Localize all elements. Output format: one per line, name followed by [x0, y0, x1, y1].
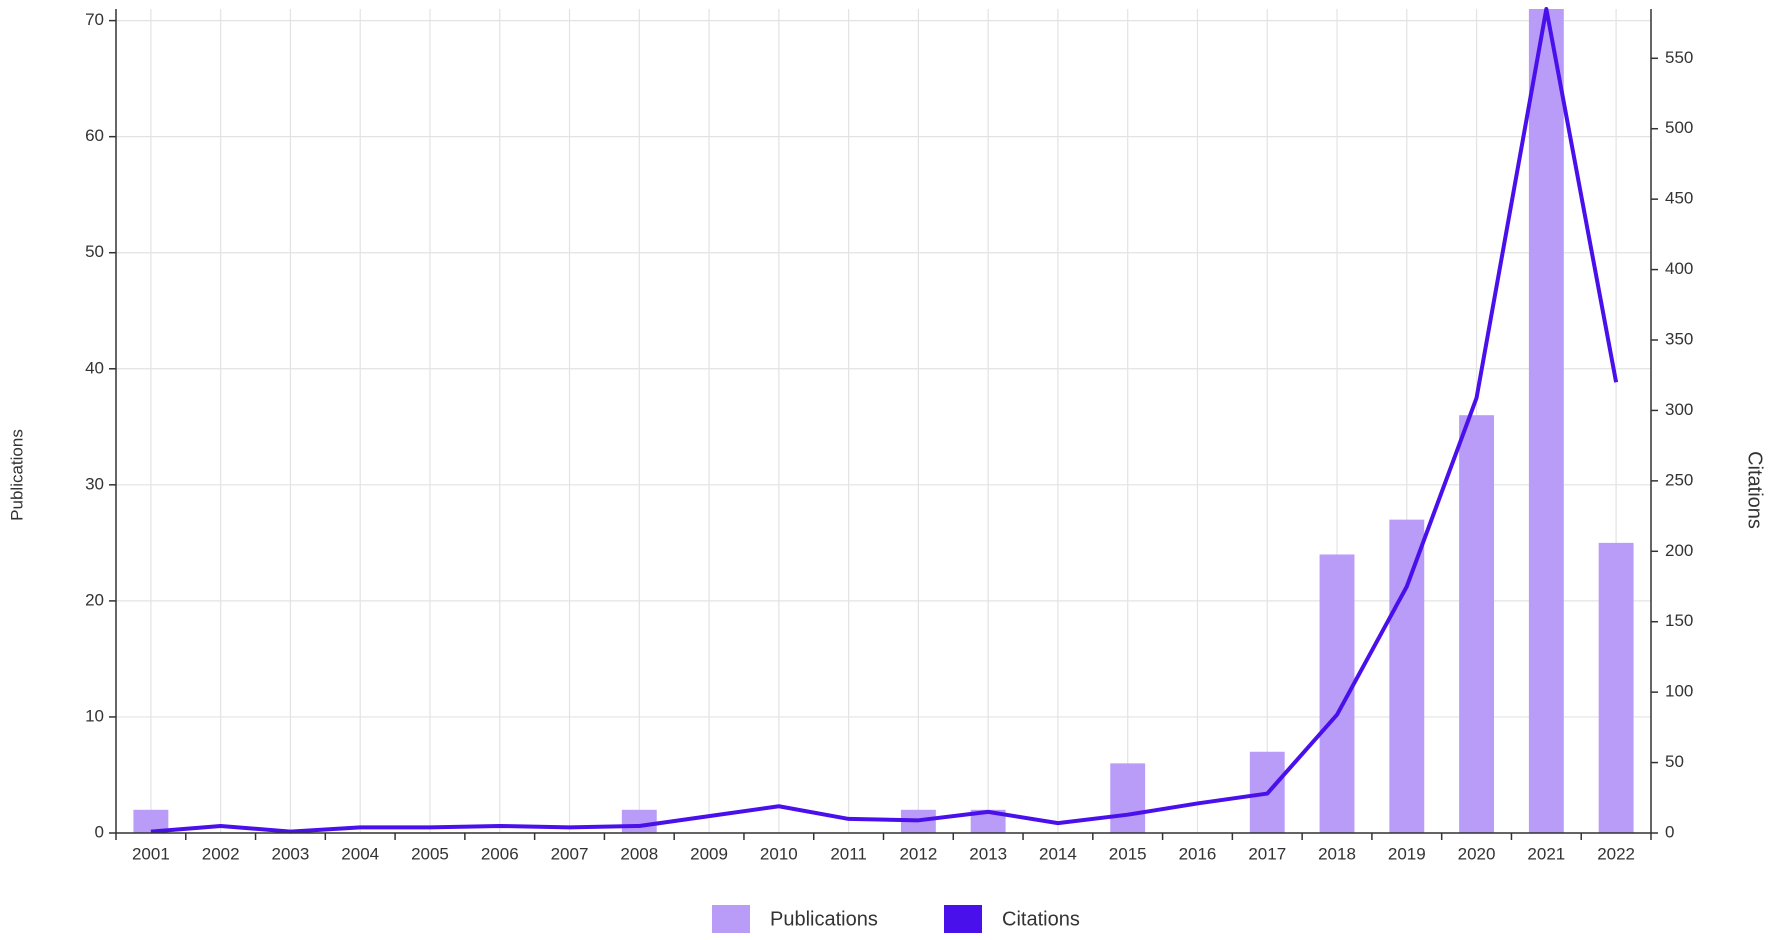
bar	[1528, 9, 1564, 833]
x-tick-label: 2014	[1039, 844, 1077, 863]
y-tick-label: 30	[85, 474, 104, 493]
x-tick-label: 2005	[411, 844, 449, 863]
x-tick-label: 2007	[551, 844, 589, 863]
y2-tick-label: 0	[1665, 822, 1674, 841]
y-tick-label: 50	[85, 242, 104, 261]
y-tick-label: 70	[85, 10, 104, 29]
x-tick-label: 2019	[1388, 844, 1426, 863]
legend-label: Publications	[770, 908, 878, 930]
y-tick-label: 20	[85, 590, 104, 609]
y2-tick-label: 500	[1665, 118, 1693, 137]
x-tick-label: 2008	[620, 844, 658, 863]
x-tick-label: 2021	[1527, 844, 1565, 863]
y2-tick-label: 50	[1665, 752, 1684, 771]
y2-tick-label: 200	[1665, 541, 1693, 560]
x-tick-label: 2020	[1458, 844, 1496, 863]
x-tick-label: 2006	[481, 844, 519, 863]
x-tick-label: 2009	[690, 844, 728, 863]
legend-swatch	[712, 905, 750, 933]
y2-tick-label: 350	[1665, 329, 1693, 348]
x-tick-label: 2012	[899, 844, 937, 863]
y-tick-label: 40	[85, 358, 104, 377]
x-tick-label: 2013	[969, 844, 1007, 863]
bar	[133, 809, 169, 833]
x-tick-label: 2001	[132, 844, 170, 863]
y2-tick-label: 400	[1665, 259, 1693, 278]
y-tick-label: 0	[95, 822, 104, 841]
x-tick-label: 2002	[202, 844, 240, 863]
legend-label: Citations	[1002, 908, 1080, 930]
bar	[1459, 415, 1495, 833]
x-tick-label: 2010	[760, 844, 798, 863]
x-tick-label: 2017	[1248, 844, 1286, 863]
x-tick-label: 2016	[1179, 844, 1217, 863]
x-tick-label: 2018	[1318, 844, 1356, 863]
y-axis-title: Publications	[7, 429, 26, 521]
x-tick-label: 2015	[1109, 844, 1147, 863]
y2-tick-label: 300	[1665, 400, 1693, 419]
y-tick-label: 10	[85, 706, 104, 725]
x-tick-label: 2022	[1597, 844, 1635, 863]
y2-tick-label: 100	[1665, 682, 1693, 701]
y2-axis-title: Citations	[1744, 451, 1766, 529]
x-tick-label: 2004	[341, 844, 379, 863]
y2-tick-label: 250	[1665, 470, 1693, 489]
bar	[621, 809, 657, 833]
x-tick-label: 2003	[272, 844, 310, 863]
line	[150, 7, 1619, 834]
bar	[970, 809, 1006, 833]
y-tick-label: 60	[85, 126, 104, 145]
bar	[1389, 519, 1425, 833]
legend-swatch	[944, 905, 982, 933]
bar	[1110, 763, 1146, 833]
y2-tick-label: 450	[1665, 189, 1693, 208]
y2-tick-label: 550	[1665, 48, 1693, 67]
x-tick-label: 2011	[830, 844, 867, 863]
bar	[1598, 542, 1634, 833]
y2-tick-label: 150	[1665, 611, 1693, 630]
